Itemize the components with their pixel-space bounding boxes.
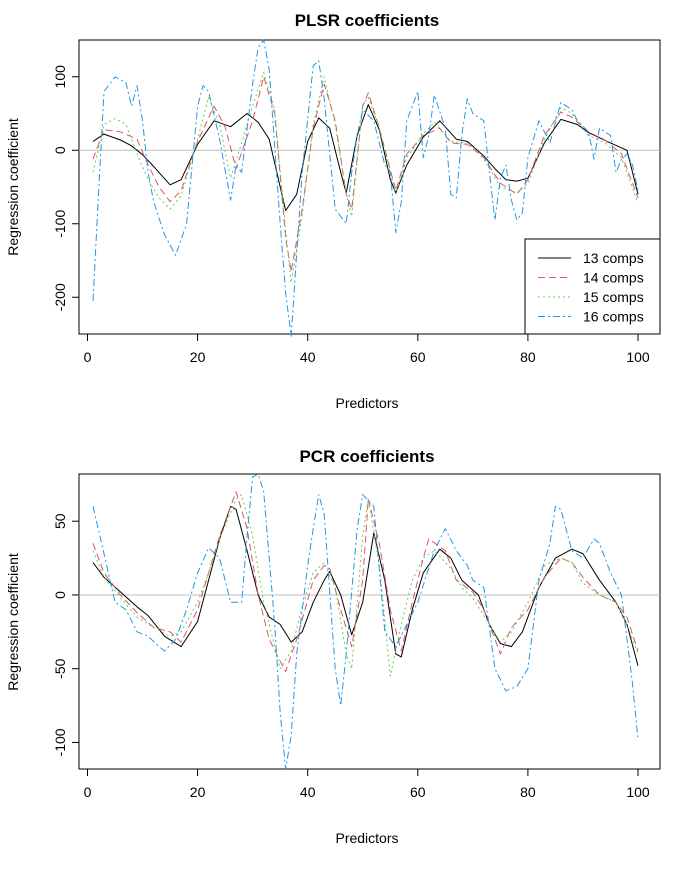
plsr-x-tick-label: 40 xyxy=(300,349,316,365)
pcr-y-tick-label: -100 xyxy=(52,728,68,756)
legend-label: 14 comps xyxy=(583,270,644,286)
pcr-y-tick-label: 0 xyxy=(52,591,68,599)
pcr-series-lines xyxy=(79,473,660,770)
plsr-legend: 13 comps 14 comps 15 comps 16 comps xyxy=(524,238,661,335)
plsr-y-tick-label: 100 xyxy=(52,65,68,89)
plsr-x-axis-label: Predictors xyxy=(335,395,398,411)
plsr-legend-box xyxy=(524,238,661,335)
plsr-y-tick-label: -200 xyxy=(52,283,68,311)
plsr-x-tick-label: 60 xyxy=(410,349,426,365)
pcr-axes: 0 20 40 60 80 100 -100 -50 0 50 xyxy=(52,513,650,800)
pcr-series-line-14-comps xyxy=(92,491,639,673)
pcr-panel: PCR coefficients Predictors Regression c… xyxy=(5,447,661,846)
pcr-x-axis-label: Predictors xyxy=(335,830,398,846)
plsr-series-line-13-comps xyxy=(92,104,639,211)
plsr-title: PLSR coefficients xyxy=(295,11,440,30)
pcr-x-tick-label: 20 xyxy=(190,784,206,800)
plsr-x-tick-label: 0 xyxy=(84,349,92,365)
legend-label: 15 comps xyxy=(583,289,644,305)
plsr-x-tick-label: 100 xyxy=(626,349,650,365)
plsr-series-line-15-comps xyxy=(92,71,639,284)
pcr-x-tick-label: 40 xyxy=(300,784,316,800)
legend-label: 16 comps xyxy=(583,309,644,325)
pcr-series-line-15-comps xyxy=(92,494,639,677)
plsr-y-tick-label: -100 xyxy=(52,210,68,238)
plsr-y-tick-label: 0 xyxy=(52,146,68,154)
pcr-plot-frame xyxy=(78,473,661,770)
plsr-axes: 0 20 40 60 80 100 -200 -100 0 100 xyxy=(52,65,650,365)
legend-label: 13 comps xyxy=(583,250,644,266)
pcr-series-line-16-comps xyxy=(92,473,639,770)
pcr-x-tick-label: 0 xyxy=(84,784,92,800)
plsr-panel: PLSR coefficients Predictors Regression … xyxy=(5,11,661,411)
pcr-y-axis-label: Regression coefficient xyxy=(5,553,21,691)
pcr-y-tick-label: 50 xyxy=(52,513,68,529)
plsr-x-tick-label: 20 xyxy=(190,349,206,365)
plsr-x-tick-label: 80 xyxy=(520,349,536,365)
plsr-series-line-16-comps xyxy=(92,39,639,337)
pcr-y-tick-label: -50 xyxy=(52,658,68,678)
pcr-x-tick-label: 80 xyxy=(520,784,536,800)
pcr-title: PCR coefficients xyxy=(299,447,434,466)
plsr-y-axis-label: Regression coefficient xyxy=(5,118,21,256)
pcr-x-tick-label: 100 xyxy=(626,784,650,800)
pcr-x-tick-label: 60 xyxy=(410,784,426,800)
plsr-series-lines xyxy=(79,39,660,337)
pcr-series-line-13-comps xyxy=(92,505,639,666)
